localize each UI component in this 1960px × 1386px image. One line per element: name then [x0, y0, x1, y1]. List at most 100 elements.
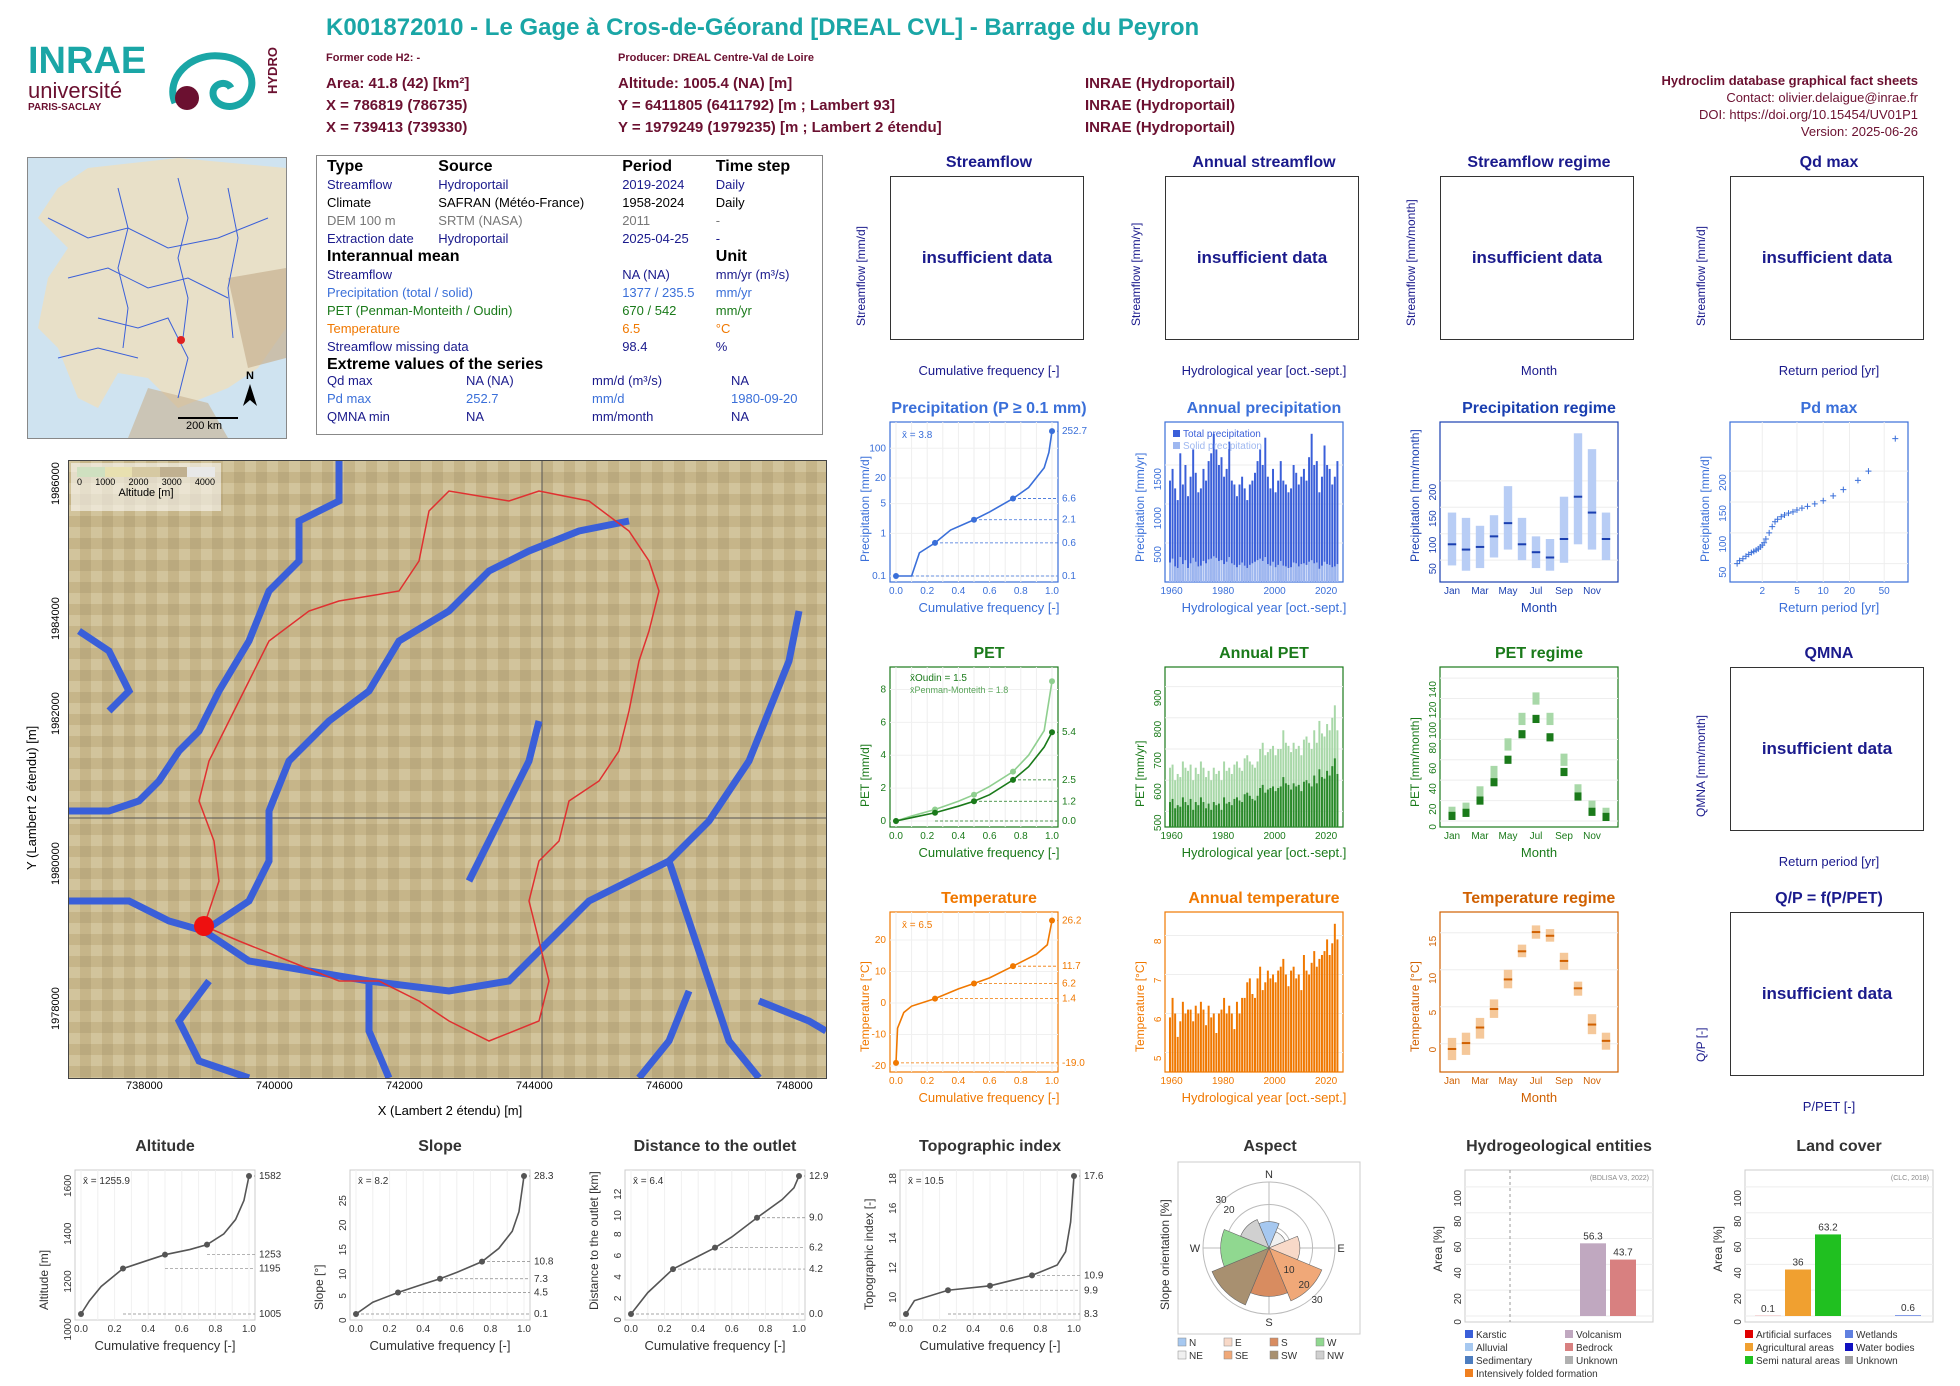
x-tick-label: Nov	[1583, 1076, 1601, 1087]
bar	[1254, 800, 1256, 827]
basin-map: 0 1000 2000 3000 4000 Altitude [m]	[68, 460, 827, 1079]
bar	[1895, 1315, 1921, 1316]
box	[1503, 486, 1513, 550]
bar	[1171, 997, 1174, 1072]
y-axis-label: Area [%]	[1711, 1225, 1725, 1272]
river-network	[69, 461, 826, 1078]
bar	[1235, 761, 1238, 827]
y-axis-label: Slope [°]	[312, 1264, 326, 1311]
x-tick-label: 0.0	[74, 1324, 88, 1335]
y-tick-label: 1400	[63, 1222, 74, 1245]
bar	[1284, 974, 1287, 1072]
category-bar-chart: 0 20 40 60 80 100 56.3 43.7 (BDLISA V3, 2022)	[1453, 1169, 1654, 1325]
y-tick-label: 0	[1428, 824, 1439, 830]
box	[1601, 512, 1611, 561]
bar	[1302, 468, 1305, 582]
bar	[1336, 773, 1339, 827]
x-tick-label: 1.0	[1045, 586, 1059, 597]
coord-y-l93: Y = 6411805 (6411792) [m ; Lambert 93]	[618, 97, 895, 114]
chart-title: Topographic index	[919, 1138, 1061, 1155]
coord-y-l2e: Y = 1979249 (1979235) [m ; Lambert 2 éte…	[618, 119, 942, 136]
x-tick-label: 0.2	[108, 1324, 122, 1335]
legend-swatch	[1177, 1350, 1187, 1360]
right-tick-label: 6.6	[1062, 494, 1076, 505]
right-tick-label: 1.2	[1062, 796, 1076, 807]
quantile-point	[204, 1241, 210, 1248]
bar	[1225, 803, 1228, 827]
x-tick-label: 50	[1879, 586, 1891, 597]
bar	[1220, 457, 1223, 582]
bar	[1320, 565, 1323, 582]
box	[1504, 738, 1512, 751]
bar	[1207, 770, 1210, 827]
quantile-point	[1010, 495, 1016, 502]
bar	[1174, 808, 1177, 827]
cell: NA	[466, 409, 485, 424]
bar	[1194, 1005, 1197, 1072]
logo-hydro-text: HYDRO	[265, 47, 280, 94]
bar	[1308, 783, 1311, 827]
x-tick-label: May	[1499, 1076, 1518, 1087]
bar	[1248, 484, 1251, 582]
legend-swatch	[1269, 1350, 1279, 1360]
right-tick-label: 0.0	[1062, 816, 1076, 827]
quantile-point	[120, 1265, 126, 1272]
x-axis-label: Cumulative frequency [-]	[918, 363, 1060, 378]
source-label: (CLC, 2018)	[1891, 1175, 1929, 1182]
bar	[1179, 806, 1182, 827]
data-point	[1892, 435, 1899, 442]
cell: NA	[731, 373, 750, 388]
bar	[1184, 1013, 1187, 1072]
y-tick-label: 0	[1428, 1046, 1439, 1052]
bar	[1251, 563, 1254, 582]
right-tick-label: 4.5	[534, 1287, 548, 1298]
bar	[1189, 563, 1192, 582]
y-tick-label: 60	[1428, 762, 1439, 774]
x-tick-label: 0.2	[920, 831, 934, 842]
legend-item: NW	[1327, 1351, 1344, 1362]
bar	[1264, 755, 1267, 827]
legend-swatch	[1223, 1337, 1233, 1347]
basin-xlabel: X (Lambert 2 étendu) [m]	[377, 1103, 523, 1118]
legend-item: N	[1189, 1338, 1196, 1349]
box	[1447, 512, 1457, 566]
bar	[1300, 476, 1303, 582]
bar	[1174, 566, 1177, 582]
bar	[1295, 978, 1298, 1072]
x-tick-label: 0.0	[349, 1324, 363, 1335]
quantile-point	[1029, 1272, 1035, 1279]
bar	[1205, 777, 1208, 827]
data-point	[1840, 486, 1847, 493]
bar	[1320, 777, 1323, 827]
x-tick-label: 0.6	[983, 586, 997, 597]
x-tick-label: 2000	[1263, 586, 1286, 597]
x-tick-label: 0.2	[383, 1324, 397, 1335]
chart-title: Annual PET	[1219, 645, 1309, 662]
compass-label: E	[1337, 1243, 1344, 1255]
x-tick-label: 0.6	[450, 1324, 464, 1335]
bar	[1282, 565, 1285, 582]
bar	[1197, 805, 1200, 827]
regime-chart: 50 100 150 200 Jan Mar May Jul Sep Nov	[1428, 421, 1619, 597]
right-tick-label: 2.5	[1062, 775, 1076, 786]
rose-sector	[1240, 1219, 1270, 1249]
x-tick-label: 0.4	[951, 586, 965, 597]
x-tick-label: 0.8	[758, 1324, 772, 1335]
y-axis-label: Precipitation [mm/d]	[1698, 455, 1712, 562]
producer: Producer: DREAL Centre-Val de Loire	[618, 52, 815, 64]
cell: 1377 / 235.5	[622, 285, 695, 300]
hdr-source: Source	[438, 158, 493, 175]
data-point	[1781, 511, 1788, 518]
bar	[1295, 472, 1298, 582]
legend-tick: 0	[77, 477, 83, 487]
info-panel: Type Source Period Time step Streamflow H…	[316, 155, 823, 435]
bar	[1313, 775, 1316, 827]
bar	[1187, 805, 1190, 827]
legend-swatch	[1173, 430, 1180, 437]
bar	[1284, 484, 1287, 582]
legend-swatch	[1745, 1356, 1753, 1364]
legend-swatch	[1465, 1330, 1473, 1338]
bar	[1292, 783, 1295, 827]
y-tick-label: 100	[869, 443, 886, 454]
bar	[1210, 453, 1213, 582]
